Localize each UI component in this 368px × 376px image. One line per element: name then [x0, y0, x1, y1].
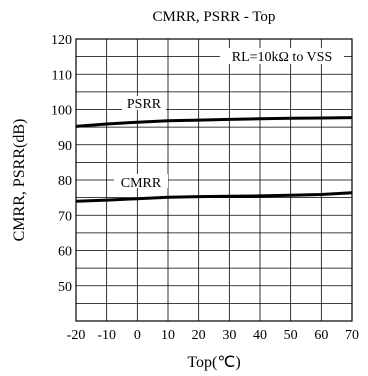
chart-title: CMRR, PSRR - Top: [153, 9, 276, 25]
tick-labels: -20 -10 0 10 20 30 40 50 60 70 50 60 70 80 90 100 110 120: [51, 33, 359, 343]
x-tick-label: 70: [345, 328, 359, 343]
x-tick-label: 40: [253, 328, 267, 343]
x-tick-label: 0: [134, 328, 141, 343]
y-tick-label: 50: [58, 280, 72, 295]
x-tick-label: 50: [284, 328, 298, 343]
x-tick-label: 10: [161, 328, 175, 343]
y-tick-label: 120: [51, 33, 72, 48]
y-tick-label: 110: [52, 68, 72, 83]
cmrr-label: CMRR: [121, 176, 162, 191]
series-lines: [75, 116, 353, 203]
y-tick-label: 60: [58, 245, 72, 260]
annotations: RL=10kΩ to VSS PSRR CMRR: [114, 48, 344, 191]
x-axis-label: Top(℃): [187, 354, 240, 371]
y-axis-label: CMRR, PSRR(dB): [11, 119, 28, 242]
x-tick-label: -20: [67, 328, 86, 343]
x-tick-label: -10: [97, 328, 116, 343]
cmrr-label-bg: [114, 174, 168, 188]
plot-frame: [75, 38, 353, 322]
series-line-cmrr: [75, 191, 353, 203]
y-tick-label: 70: [58, 209, 72, 224]
series-line-psrr: [75, 116, 353, 128]
psrr-label-bg: [122, 96, 166, 110]
psrr-label: PSRR: [127, 97, 162, 112]
y-tick-label: 80: [58, 174, 72, 189]
y-tick-label: 100: [51, 104, 72, 119]
condition-label: RL=10kΩ to VSS: [232, 50, 333, 65]
y-tick-label: 90: [58, 139, 72, 154]
x-tick-label: 20: [192, 328, 206, 343]
x-tick-label: 30: [222, 328, 236, 343]
x-tick-label: 60: [314, 328, 328, 343]
condition-label-bg: [220, 48, 344, 64]
